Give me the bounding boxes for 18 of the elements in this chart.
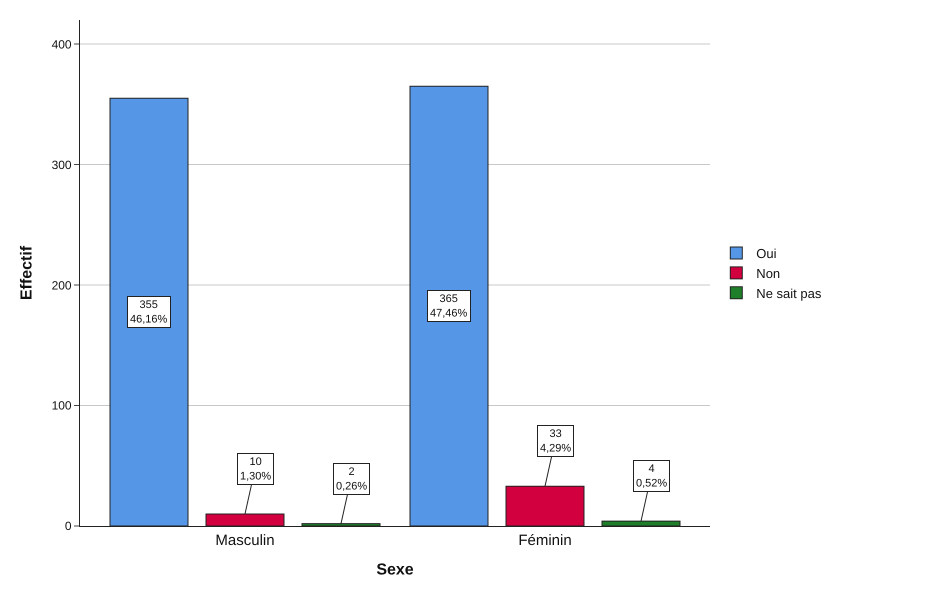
data-label: 10 1,30% [240, 456, 272, 482]
y-tick-label: 100 [52, 398, 72, 413]
y-axis-title: Effectif [18, 245, 36, 300]
data-label: 2 0,26% [336, 466, 368, 492]
legend-label: Non [756, 266, 780, 281]
y-tick-label: 400 [52, 37, 72, 52]
y-tick-label: 0 [64, 519, 72, 534]
x-tick-label: Féminin [518, 532, 572, 549]
x-axis-title: Sexe [376, 562, 414, 579]
data-label: 4 0,52% [636, 463, 668, 490]
y-tick-label: 300 [52, 158, 72, 172]
x-tick-label: Masculin [215, 532, 275, 549]
data-label: 355 46,16% [130, 299, 168, 326]
legend-label: Oui [756, 246, 777, 262]
data-label: 33 4,29% [540, 428, 572, 454]
y-tick-label: 200 [52, 278, 72, 292]
legend-label: Ne sait pas [756, 286, 822, 301]
data-label: 365 47,46% [430, 293, 468, 320]
